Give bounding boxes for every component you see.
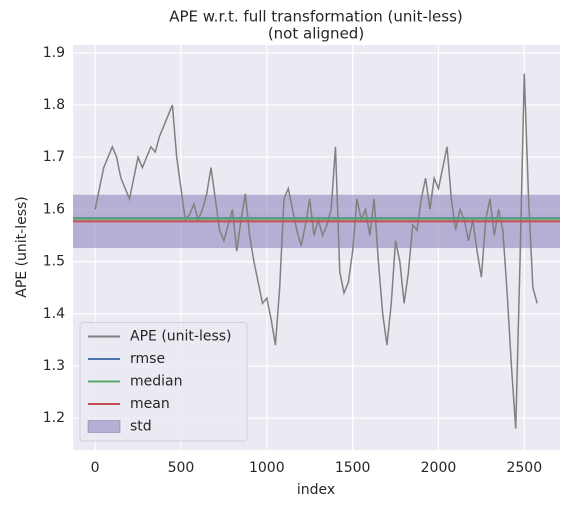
x-tick-label: 2500 xyxy=(506,460,542,476)
y-tick-label: 1.9 xyxy=(43,45,65,61)
x-tick-label: 1000 xyxy=(249,460,285,476)
y-tick-label: 1.7 xyxy=(43,149,65,165)
y-tick-label: 1.8 xyxy=(43,97,65,113)
legend-label: median xyxy=(130,374,182,390)
legend-label: mean xyxy=(130,396,170,412)
chart-subtitle: (not aligned) xyxy=(268,25,364,43)
x-tick-label: 1500 xyxy=(335,460,371,476)
x-tick-label: 2000 xyxy=(421,460,457,476)
legend-box xyxy=(79,322,248,442)
y-tick-label: 1.4 xyxy=(43,306,65,322)
legend-label: rmse xyxy=(130,351,165,367)
legend-label: std xyxy=(130,419,152,435)
legend-swatch xyxy=(87,420,121,433)
x-tick-label: 500 xyxy=(168,460,195,476)
chart-title: APE w.r.t. full transformation (unit-les… xyxy=(169,8,463,26)
x-tick-label: 0 xyxy=(91,460,100,476)
y-tick-label: 1.5 xyxy=(43,254,65,270)
legend-label: APE (unit-less) xyxy=(130,329,232,345)
y-tick-label: 1.3 xyxy=(43,358,65,374)
y-axis-label: APE (unit-less) xyxy=(14,196,30,298)
x-axis-label: index xyxy=(297,482,335,498)
y-tick-label: 1.2 xyxy=(43,410,65,426)
y-tick-label: 1.6 xyxy=(43,201,65,217)
